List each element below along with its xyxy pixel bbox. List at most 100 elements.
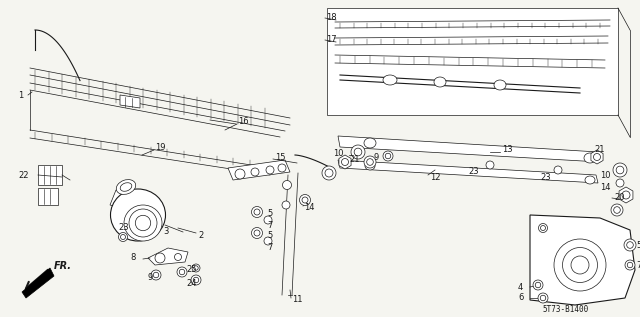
Ellipse shape	[535, 282, 541, 288]
Ellipse shape	[584, 153, 596, 163]
Text: 1: 1	[18, 90, 23, 100]
Ellipse shape	[367, 159, 373, 165]
Text: 19: 19	[155, 144, 166, 152]
Polygon shape	[619, 187, 633, 203]
Ellipse shape	[151, 270, 161, 280]
Ellipse shape	[354, 148, 362, 156]
Ellipse shape	[118, 232, 127, 242]
Text: 5: 5	[267, 231, 272, 241]
Ellipse shape	[302, 197, 308, 203]
Text: 3: 3	[163, 228, 168, 236]
Ellipse shape	[563, 248, 598, 282]
Ellipse shape	[322, 166, 336, 180]
Ellipse shape	[153, 272, 159, 278]
Text: 23: 23	[540, 173, 550, 183]
Text: 17: 17	[326, 36, 337, 44]
Polygon shape	[148, 248, 188, 265]
Polygon shape	[338, 160, 598, 183]
Text: 14: 14	[600, 183, 611, 191]
Ellipse shape	[116, 180, 136, 194]
Ellipse shape	[351, 145, 365, 159]
Ellipse shape	[494, 80, 506, 90]
Ellipse shape	[625, 260, 635, 270]
Ellipse shape	[342, 158, 349, 165]
Ellipse shape	[627, 242, 634, 248]
Ellipse shape	[365, 162, 375, 170]
Ellipse shape	[111, 189, 166, 241]
Ellipse shape	[554, 239, 606, 291]
Ellipse shape	[132, 212, 154, 234]
Ellipse shape	[254, 209, 260, 215]
Ellipse shape	[364, 156, 376, 168]
Ellipse shape	[434, 77, 446, 87]
Text: 23: 23	[118, 223, 129, 231]
Ellipse shape	[278, 164, 286, 172]
Ellipse shape	[571, 256, 589, 274]
Ellipse shape	[624, 239, 636, 251]
Text: 10: 10	[333, 148, 344, 158]
Text: 7: 7	[636, 261, 640, 269]
Ellipse shape	[120, 183, 132, 191]
Ellipse shape	[264, 216, 272, 224]
Ellipse shape	[191, 275, 201, 285]
Ellipse shape	[129, 209, 157, 237]
Text: 13: 13	[502, 146, 513, 154]
Ellipse shape	[325, 169, 333, 177]
Text: 9: 9	[147, 274, 152, 282]
Polygon shape	[228, 160, 290, 180]
Text: 14: 14	[304, 204, 314, 212]
Text: 16: 16	[238, 118, 248, 126]
Ellipse shape	[538, 223, 547, 232]
Polygon shape	[38, 188, 58, 205]
Ellipse shape	[192, 264, 200, 272]
Ellipse shape	[383, 75, 397, 85]
Ellipse shape	[614, 207, 620, 213]
Polygon shape	[530, 215, 635, 305]
Ellipse shape	[538, 293, 548, 303]
Ellipse shape	[585, 176, 595, 184]
Ellipse shape	[179, 269, 185, 275]
Ellipse shape	[193, 277, 199, 283]
Text: 7: 7	[267, 221, 273, 230]
Ellipse shape	[120, 235, 125, 240]
Text: 12: 12	[430, 172, 440, 182]
Ellipse shape	[593, 153, 600, 160]
Ellipse shape	[282, 201, 290, 209]
Ellipse shape	[622, 191, 630, 199]
Ellipse shape	[137, 217, 149, 229]
Ellipse shape	[254, 230, 260, 236]
Text: 11: 11	[292, 295, 303, 305]
Text: 10: 10	[600, 171, 611, 179]
Ellipse shape	[266, 166, 274, 174]
Ellipse shape	[627, 262, 633, 268]
Text: 23: 23	[468, 167, 479, 177]
Text: 24: 24	[186, 279, 196, 288]
Text: 6: 6	[518, 294, 524, 302]
Text: 5: 5	[267, 209, 272, 217]
Ellipse shape	[135, 215, 150, 231]
Polygon shape	[110, 190, 133, 210]
Ellipse shape	[264, 237, 272, 245]
Text: 2: 2	[198, 230, 204, 240]
Ellipse shape	[554, 166, 562, 174]
Ellipse shape	[235, 169, 245, 179]
Polygon shape	[327, 8, 618, 115]
Ellipse shape	[613, 163, 627, 177]
Ellipse shape	[540, 295, 546, 301]
Ellipse shape	[124, 205, 162, 241]
Ellipse shape	[155, 253, 165, 263]
Ellipse shape	[611, 204, 623, 216]
Polygon shape	[591, 150, 603, 164]
Ellipse shape	[252, 228, 262, 238]
Ellipse shape	[616, 179, 624, 187]
Ellipse shape	[175, 254, 182, 261]
Ellipse shape	[364, 138, 376, 148]
Text: 5T73-B1400: 5T73-B1400	[543, 306, 589, 314]
Text: 22: 22	[18, 171, 29, 179]
Ellipse shape	[300, 195, 310, 205]
Ellipse shape	[383, 151, 393, 161]
Ellipse shape	[616, 166, 624, 174]
Polygon shape	[338, 136, 600, 162]
Ellipse shape	[252, 206, 262, 217]
Polygon shape	[339, 155, 351, 169]
